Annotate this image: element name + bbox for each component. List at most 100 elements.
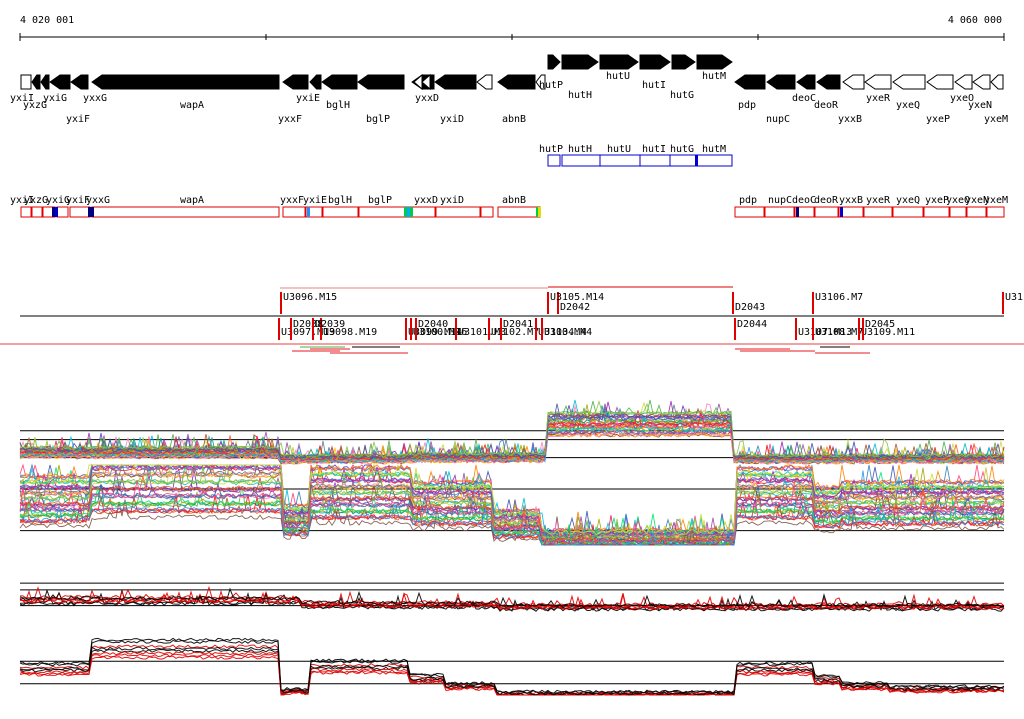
transcript-label: yxiF: [66, 195, 90, 206]
expression-profile-line: [19, 646, 1005, 696]
hut-operon-box: [696, 154, 733, 167]
promoter-marker-label: D2041: [503, 319, 533, 330]
gene-arrow: [357, 74, 405, 90]
transcript-label: yxiD: [440, 195, 464, 206]
expression-panel-2: [19, 463, 1005, 547]
hut-operon-track: hutP hutH hutU hutI hutG hutM: [539, 144, 733, 167]
hut-operon-label: hutI: [642, 144, 666, 155]
promoter-marker: [734, 318, 736, 340]
gene-label: yxeN: [968, 100, 992, 111]
transcript-label: yxxG: [86, 195, 110, 206]
gene-label: yxxB: [838, 114, 862, 125]
transcript-box: [986, 206, 1005, 218]
promoter-marker-label: D2043: [735, 302, 765, 313]
expression-profile-line: [19, 495, 1005, 547]
coordinate-ruler: 4 020 001 4 060 000: [19, 15, 1005, 41]
gene-arrow: [954, 74, 973, 90]
hut-operon-label: hutP: [539, 144, 563, 155]
promoter-marker-label: U3102.M7: [491, 327, 539, 338]
gene-label: abnB: [502, 114, 526, 125]
promoter-marker-label: U3099.M14: [408, 327, 462, 338]
gene-arrow: [535, 74, 546, 90]
gene-label: bglH: [326, 100, 350, 111]
transcript-label: nupC: [768, 195, 792, 206]
transcript-box: [966, 206, 987, 218]
promoter-marker: [1002, 292, 1004, 314]
gene-label: yxiF: [66, 114, 90, 125]
ruler-end-label: 4 060 000: [948, 15, 1002, 26]
gene-label: yxeO: [950, 93, 974, 104]
gene-label: yxxD: [415, 93, 439, 104]
gene-arrow: [796, 74, 816, 90]
expression-panel-3: [19, 582, 1005, 612]
gene-arrow: [639, 54, 671, 70]
gene-arrow: [696, 54, 733, 70]
promoter-marker: [535, 318, 537, 340]
transcript-box: [20, 206, 32, 218]
expression-profile-line: [19, 483, 1005, 545]
gene-arrow: [20, 74, 32, 90]
promoter-marker: [557, 292, 559, 314]
transcript-label: yxiG: [46, 195, 70, 206]
hut-operon-box: [561, 154, 601, 167]
promoter-marker-label: U3097.M19: [281, 327, 335, 338]
hut-operon-label: hutU: [607, 144, 631, 155]
gene-label: hutP: [539, 80, 563, 91]
transcript-label: bglH: [328, 195, 352, 206]
transcript-box: [814, 206, 839, 218]
gene-label: deoR: [814, 100, 839, 111]
expression-profile-line: [19, 464, 1005, 541]
hut-operon-box: [639, 154, 671, 167]
promoter-marker: [455, 318, 457, 340]
gene-arrow: [926, 74, 954, 90]
expression-profile-line: [19, 486, 1005, 547]
expression-profile-line: [19, 476, 1005, 543]
promoter-marker-label: D2038: [293, 319, 323, 330]
gene-label: yxiD: [440, 114, 464, 125]
gene-label: yxiG: [43, 93, 67, 104]
promoter-marker-label: U3106.M7: [815, 292, 863, 303]
transcript-box: [923, 206, 950, 218]
promoter-marker: [795, 318, 797, 340]
transcript-box: [838, 206, 864, 218]
hut-operon-box: [669, 154, 698, 167]
gene-arrow: [842, 74, 865, 90]
promoter-marker-label: D2042: [560, 302, 590, 313]
gene-label: hutI: [642, 80, 666, 91]
promoter-marker: [320, 318, 322, 340]
gene-label: yxxG: [83, 93, 107, 104]
gene-arrow: [547, 54, 561, 70]
promoter-marker-label: U3108.M7: [815, 327, 863, 338]
transcript-label: yxeR: [866, 195, 891, 206]
transcript-label: deoR: [814, 195, 839, 206]
expression-profile-line: [19, 587, 1005, 608]
gene-label: hutH: [568, 90, 592, 101]
transcript-label: yxeO: [946, 195, 970, 206]
gene-arrow: [972, 74, 991, 90]
transcript-label: yxeQ: [896, 195, 920, 206]
gene-arrow: [321, 74, 358, 90]
transcript-box: [863, 206, 893, 218]
transcript-label: yxiE: [303, 195, 327, 206]
promoter-marker: [280, 292, 282, 314]
promoter-marker: [547, 292, 549, 314]
gene-label: pdp: [738, 100, 756, 111]
expression-panel-1: [19, 399, 1005, 465]
gene-arrow: [990, 74, 1004, 90]
gene-arrow: [766, 74, 796, 90]
gene-label: wapA: [180, 100, 204, 111]
transcript-box: [892, 206, 924, 218]
transcript-label: yxxD: [414, 195, 438, 206]
expression-profile-line: [20, 585, 1005, 608]
promoter-marker-label: U3103.M4: [538, 327, 586, 338]
transcript-label: yxiI: [10, 195, 34, 206]
promoter-marker: [812, 292, 814, 314]
gene-label: yxzG: [23, 100, 47, 111]
transcript-box: [305, 206, 323, 218]
expression-panel-4: [19, 637, 1005, 696]
transcript-label: abnB: [502, 195, 526, 206]
hut-operon-box: [599, 154, 641, 167]
hut-operon-box: [547, 154, 561, 167]
